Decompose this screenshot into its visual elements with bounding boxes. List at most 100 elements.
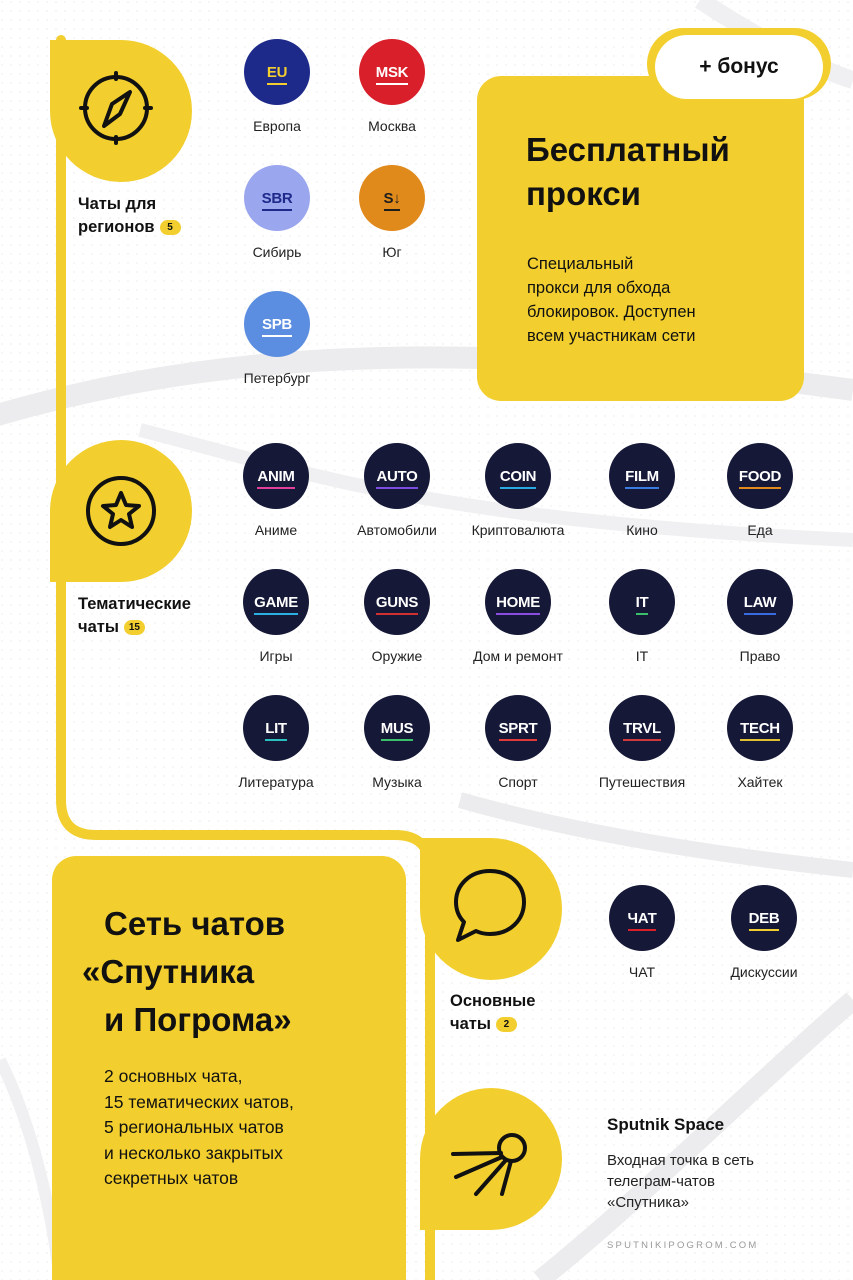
chat-avatar[interactable]: SPB [244, 291, 310, 357]
chat-name: ЧАТ [628, 964, 656, 980]
chat-avatar[interactable]: GAME [243, 569, 309, 635]
chat-code: COIN [499, 467, 537, 489]
thematic-chat-anim[interactable]: ANIM Аниме [214, 443, 338, 538]
chat-name: Сибирь [252, 244, 302, 260]
chat-code: S↓ [383, 189, 401, 211]
chat-avatar[interactable]: FOOD [727, 443, 793, 509]
chat-name: Право [739, 648, 781, 664]
thematic-chat-coin[interactable]: COIN Криптовалюта [456, 443, 580, 538]
chat-name: Еда [747, 522, 773, 538]
space-description: Входная точка в сеть телеграм-чатов «Спу… [607, 1152, 754, 1211]
chat-code: GAME [254, 593, 298, 615]
chat-name: Музыка [372, 774, 422, 790]
chat-avatar[interactable]: TRVL [609, 695, 675, 761]
chat-name: Хайтек [737, 774, 783, 790]
chat-avatar[interactable]: MUS [364, 695, 430, 761]
thematic-chat-mus[interactable]: MUS Музыка [335, 695, 459, 790]
main-chat-chat[interactable]: ЧАТ ЧАТ [580, 885, 704, 980]
chat-name: Литература [238, 774, 314, 790]
thematic-chat-lit[interactable]: LIT Литература [214, 695, 338, 790]
thematic-chat-auto[interactable]: AUTO Автомобили [335, 443, 459, 538]
chat-avatar[interactable]: SBR [244, 165, 310, 231]
space-icon-circle [420, 1088, 562, 1230]
thematic-chat-film[interactable]: FILM Кино [580, 443, 704, 538]
chat-avatar[interactable]: LAW [727, 569, 793, 635]
main-chats-count-badge: 2 [495, 1017, 517, 1032]
network-card [52, 856, 406, 1280]
chat-avatar[interactable]: LIT [243, 695, 309, 761]
region-chat-eu[interactable]: EU Европа [215, 39, 339, 134]
chat-name: Путешествия [598, 774, 686, 790]
chat-avatar[interactable]: COIN [485, 443, 551, 509]
chat-name: Игры [259, 648, 293, 664]
chat-avatar[interactable]: MSK [359, 39, 425, 105]
chat-name: Москва [368, 118, 416, 134]
chat-name: Криптовалюта [471, 522, 565, 538]
chat-code: TRVL [623, 719, 661, 741]
chat-name: Дом и ремонт [473, 648, 563, 664]
chat-avatar[interactable]: TECH [727, 695, 793, 761]
main-chat-debates[interactable]: DEB Дискуссии [702, 885, 826, 980]
space-title: Sputnik Space [607, 1115, 725, 1134]
chat-avatar[interactable]: SPRT [485, 695, 551, 761]
thematic-chat-tech[interactable]: TECH Хайтек [698, 695, 822, 790]
chat-code: SPRT [498, 719, 538, 741]
chat-code: GUNS [375, 593, 419, 615]
main-chats-label: Основные чаты 2 [450, 992, 536, 1033]
regions-label: Чаты для регионов 5 [78, 193, 181, 239]
thematic-chat-sprt[interactable]: SPRT Спорт [456, 695, 580, 790]
chat-avatar[interactable]: HOME [485, 569, 551, 635]
main-chats-icon-circle [420, 838, 562, 980]
chat-avatar[interactable]: GUNS [364, 569, 430, 635]
chat-avatar[interactable]: S↓ [359, 165, 425, 231]
chat-code: FOOD [738, 467, 782, 489]
thematic-chat-it[interactable]: IT IT [580, 569, 704, 664]
thematic-label: Тематические чаты 15 [78, 595, 191, 636]
chat-name: Европа [253, 118, 301, 134]
chat-code: SBR [261, 189, 293, 211]
thematic-chat-food[interactable]: FOOD Еда [698, 443, 822, 538]
chat-avatar[interactable]: ЧАТ [609, 885, 675, 951]
compass-icon [79, 71, 153, 145]
chat-avatar[interactable]: IT [609, 569, 675, 635]
chat-name: Петербург [243, 370, 311, 386]
chat-name: Автомобили [357, 522, 437, 538]
chat-code: LIT [265, 719, 287, 741]
chat-avatar[interactable]: FILM [609, 443, 675, 509]
chat-avatar[interactable]: DEB [731, 885, 797, 951]
region-chat-msk[interactable]: MSK Москва [330, 39, 454, 134]
network-title: Сеть чатов «Спутника и Погрома» [82, 905, 292, 1038]
regions-count-badge: 5 [159, 220, 181, 235]
region-chat-sbr[interactable]: SBR Сибирь [215, 165, 339, 260]
chat-name: Дискуссии [730, 964, 798, 980]
thematic-chat-trvl[interactable]: TRVL Путешествия [580, 695, 704, 790]
chat-name: Юг [382, 244, 402, 260]
chat-code: EU [266, 63, 288, 85]
region-chat-south[interactable]: S↓ Юг [330, 165, 454, 260]
chat-avatar[interactable]: ANIM [243, 443, 309, 509]
chat-name: Кино [626, 522, 658, 538]
thematic-icon-circle [50, 440, 192, 582]
chat-code: ANIM [257, 467, 295, 489]
chat-name: Аниме [254, 522, 298, 538]
chat-code: HOME [496, 593, 540, 615]
thematic-chat-guns[interactable]: GUNS Оружие [335, 569, 459, 664]
chat-code: AUTO [376, 467, 418, 489]
region-chat-spb[interactable]: SPB Петербург [215, 291, 339, 386]
footer-site[interactable]: SPUTNIKIPOGROM.COM [607, 1240, 759, 1251]
chat-avatar[interactable]: AUTO [364, 443, 430, 509]
proxy-description: Специальный прокси для обхода блокировок… [527, 255, 696, 345]
chat-code: LAW [743, 593, 777, 615]
chat-code: DEB [748, 909, 780, 931]
chat-name: Спорт [498, 774, 538, 790]
chat-code: IT [635, 593, 649, 615]
chat-name: IT [635, 648, 649, 664]
thematic-chat-law[interactable]: LAW Право [698, 569, 822, 664]
chat-code: FILM [625, 467, 659, 489]
proxy-title: Бесплатный прокси [526, 131, 730, 212]
chat-avatar[interactable]: EU [244, 39, 310, 105]
regions-icon-circle [50, 40, 192, 182]
thematic-chat-game[interactable]: GAME Игры [214, 569, 338, 664]
thematic-count-badge: 15 [123, 620, 145, 635]
thematic-chat-home[interactable]: HOME Дом и ремонт [456, 569, 580, 664]
